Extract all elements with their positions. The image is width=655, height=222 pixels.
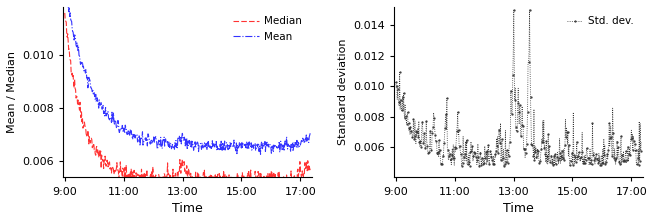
Std. dev. (539, 119, 547, 122)
Mean (178, 143, 185, 145)
Std. dev. (525, 50, 533, 53)
Median (301, 161, 309, 164)
Std. dev. (632, 161, 640, 164)
Line: Mean: Mean (65, 0, 310, 154)
Y-axis label: Mean / Median: Mean / Median (7, 51, 17, 133)
Median (61, 12, 69, 14)
Std. dev. (525, 9, 533, 11)
Line: Median: Median (65, 13, 310, 188)
Legend: Std. dev.: Std. dev. (563, 12, 637, 30)
Mean (194, 141, 202, 143)
Std. dev. (509, 74, 517, 76)
Std. dev. (510, 66, 518, 68)
Std. dev. (637, 141, 645, 143)
Mean (307, 132, 314, 135)
X-axis label: Time: Time (503, 202, 534, 215)
X-axis label: Time: Time (172, 202, 203, 215)
Mean (301, 142, 309, 145)
Median (179, 165, 187, 167)
Median (190, 187, 198, 189)
Mean (257, 153, 265, 156)
Mean (207, 147, 215, 149)
Std. dev. (392, 81, 400, 83)
Mean (263, 145, 271, 147)
Median (307, 169, 314, 171)
Median (194, 183, 202, 186)
Median (263, 175, 271, 177)
Line: Std. dev.: Std. dev. (395, 9, 642, 167)
Median (178, 162, 185, 165)
Mean (179, 135, 187, 137)
Y-axis label: Standard deviation: Standard deviation (338, 39, 348, 145)
Std. dev. (500, 165, 508, 168)
Legend: Median, Mean: Median, Mean (229, 12, 307, 46)
Std. dev. (594, 156, 602, 159)
Median (208, 174, 215, 177)
